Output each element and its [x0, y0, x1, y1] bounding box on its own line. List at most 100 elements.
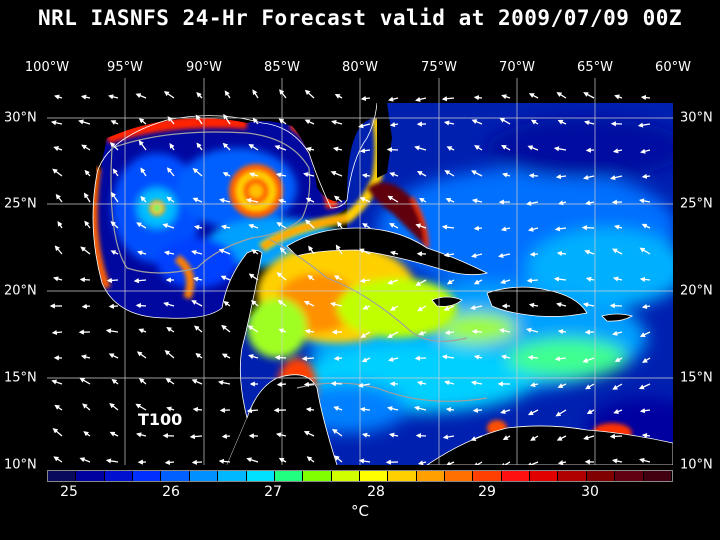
colorbar-swatch [615, 471, 644, 481]
colorbar-swatch [501, 471, 531, 481]
wind-arrow [52, 428, 63, 437]
wind-arrow [640, 94, 651, 101]
wind-arrow [304, 328, 315, 334]
wind-arrow [389, 122, 399, 128]
wind-arrow [335, 244, 343, 255]
wind-arrow [584, 249, 595, 255]
wind-arrow [196, 142, 203, 151]
wind-arrow [330, 301, 343, 307]
wind-arrow [108, 94, 119, 100]
lon-label: 90°W [186, 60, 222, 75]
wind-arrow [218, 248, 231, 255]
sst-map-canvas [47, 78, 673, 465]
colorbar-swatch [331, 471, 360, 481]
wind-arrow [357, 382, 371, 388]
wind-arrow [110, 250, 119, 256]
wind-arrow [610, 175, 623, 181]
wind-arrow [361, 432, 371, 438]
wind-arrow [585, 383, 595, 390]
wind-arrow [55, 193, 63, 203]
wind-arrow [331, 119, 343, 125]
wind-arrow [163, 91, 175, 99]
wind-arrow [330, 170, 343, 177]
wind-arrow [248, 144, 259, 151]
wind-arrow [473, 279, 483, 285]
wind-arrow [303, 431, 315, 437]
wind-arrow [163, 301, 175, 307]
wind-arrow [192, 197, 203, 203]
wind-arrow [443, 120, 455, 126]
wind-arrow [501, 144, 511, 151]
lon-label: 60°W [655, 60, 691, 75]
wind-arrow [581, 225, 595, 231]
wind-arrow [526, 277, 539, 284]
wind-arrow [305, 197, 315, 203]
wind-arrow [305, 219, 315, 229]
colorbar-tick-label: 28 [367, 484, 385, 500]
wind-arrow [219, 198, 231, 204]
wind-arrow [445, 407, 455, 413]
wind-arrow [195, 353, 203, 359]
wind-arrow [556, 302, 567, 308]
wind-arrow [192, 406, 203, 413]
wind-arrow [358, 458, 371, 464]
wind-arrow [444, 380, 455, 386]
wind-arrow [162, 223, 175, 229]
wind-arrow [473, 225, 483, 231]
wind-arrow [527, 409, 539, 416]
wind-arrow [530, 435, 539, 441]
wind-arrow [388, 432, 399, 438]
wind-arrow [83, 192, 91, 203]
wind-arrow [501, 94, 511, 100]
wind-arrow [388, 223, 399, 229]
wind-arrow [418, 197, 427, 203]
wind-arrow [224, 90, 231, 99]
wind-arrow [252, 89, 259, 99]
wind-arrow [360, 95, 371, 102]
wind-arrow [442, 434, 455, 440]
wind-arrow [583, 435, 595, 441]
lat-label: 25°N [4, 196, 37, 212]
colorbar-swatch [643, 471, 672, 481]
wind-arrow [502, 172, 511, 178]
wind-arrow [556, 435, 567, 441]
wind-arrow [557, 200, 567, 206]
wind-arrow [78, 119, 91, 125]
colorbar-swatch [558, 471, 587, 481]
wind-arrow [135, 403, 147, 411]
wind-arrow [53, 456, 63, 463]
wind-arrow [639, 276, 651, 283]
wind-arrow [138, 378, 147, 385]
wind-arrow [108, 353, 119, 359]
wind-arrow [527, 145, 539, 151]
lon-label: 85°W [264, 60, 300, 75]
wind-arrow [609, 303, 623, 309]
wind-arrow [246, 408, 259, 414]
wind-arrow [136, 432, 147, 438]
sst-map [47, 78, 673, 465]
wind-arrow [252, 117, 259, 125]
wind-arrow [334, 93, 343, 99]
wind-arrow [441, 224, 455, 230]
wind-arrow [471, 329, 483, 335]
wind-arrow [362, 304, 371, 310]
wind-arrow [57, 221, 63, 229]
wind-arrow [641, 173, 651, 179]
wind-arrow [191, 249, 203, 255]
wind-arrow [279, 89, 287, 99]
wind-arrow [638, 198, 651, 204]
lon-label: 80°W [342, 60, 378, 75]
wind-arrow [639, 331, 651, 337]
wind-arrow [583, 92, 595, 99]
wind-arrow [109, 402, 119, 411]
wind-arrow [140, 195, 147, 203]
wind-arrow [498, 253, 511, 259]
wind-arrow [303, 381, 315, 387]
wind-arrow [446, 279, 455, 285]
wind-arrow [414, 145, 427, 151]
wind-arrow [167, 116, 175, 125]
wind-arrow [582, 302, 595, 308]
wind-arrow [191, 459, 203, 465]
wind-arrow [195, 114, 203, 125]
wind-arrow [637, 122, 651, 128]
